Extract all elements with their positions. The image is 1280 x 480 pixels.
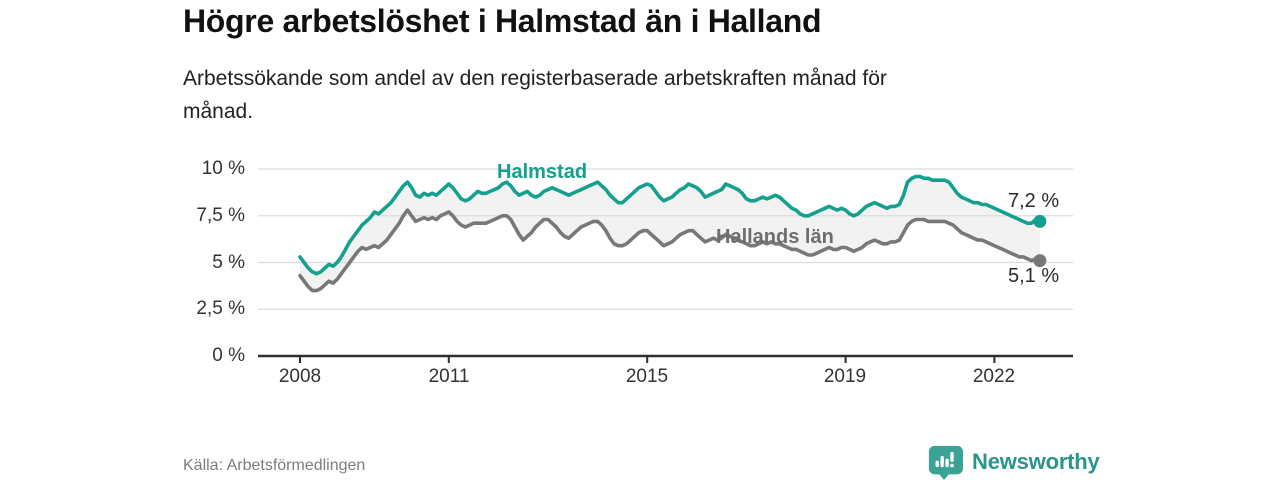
chart-title: Högre arbetslöshet i Halmstad än i Halla… xyxy=(183,3,822,39)
source-note: Källa: Arbetsförmedlingen xyxy=(183,457,366,474)
x-axis-label: 2022 xyxy=(972,366,1016,387)
x-axis-label: 2019 xyxy=(823,366,867,387)
y-axis-label: 10 % xyxy=(201,158,245,179)
y-axis-label: 5 % xyxy=(212,252,245,273)
plot-area xyxy=(258,168,1073,363)
chart-subtitle: Arbetssökande som andel av den registerb… xyxy=(183,67,887,123)
x-axis-label: 2011 xyxy=(428,366,470,387)
newsworthy-logo-text: Newsworthy xyxy=(972,449,1100,474)
newsworthy-logo[interactable]: Newsworthy xyxy=(926,444,1100,480)
x-axis-label: 2015 xyxy=(625,366,669,387)
end-value-hallands-lan: 5,1 % xyxy=(1008,265,1060,287)
y-axis-label: 0 % xyxy=(212,345,245,366)
newsworthy-chart-bubble-icon xyxy=(926,444,964,480)
series-label-halmstad: Halmstad xyxy=(497,161,588,183)
x-axis-label: 2008 xyxy=(278,366,322,387)
y-axis-label: 2,5 % xyxy=(196,298,245,319)
end-value-halmstad: 7,2 % xyxy=(1008,190,1060,212)
line-chart: 10 % 7,5 % 5 % 2,5 % 0 % 2008 2011 2015 … xyxy=(0,140,1280,440)
y-axis-label: 7,5 % xyxy=(196,205,245,226)
series-label-hallands-lan: Hallands län xyxy=(716,226,834,248)
